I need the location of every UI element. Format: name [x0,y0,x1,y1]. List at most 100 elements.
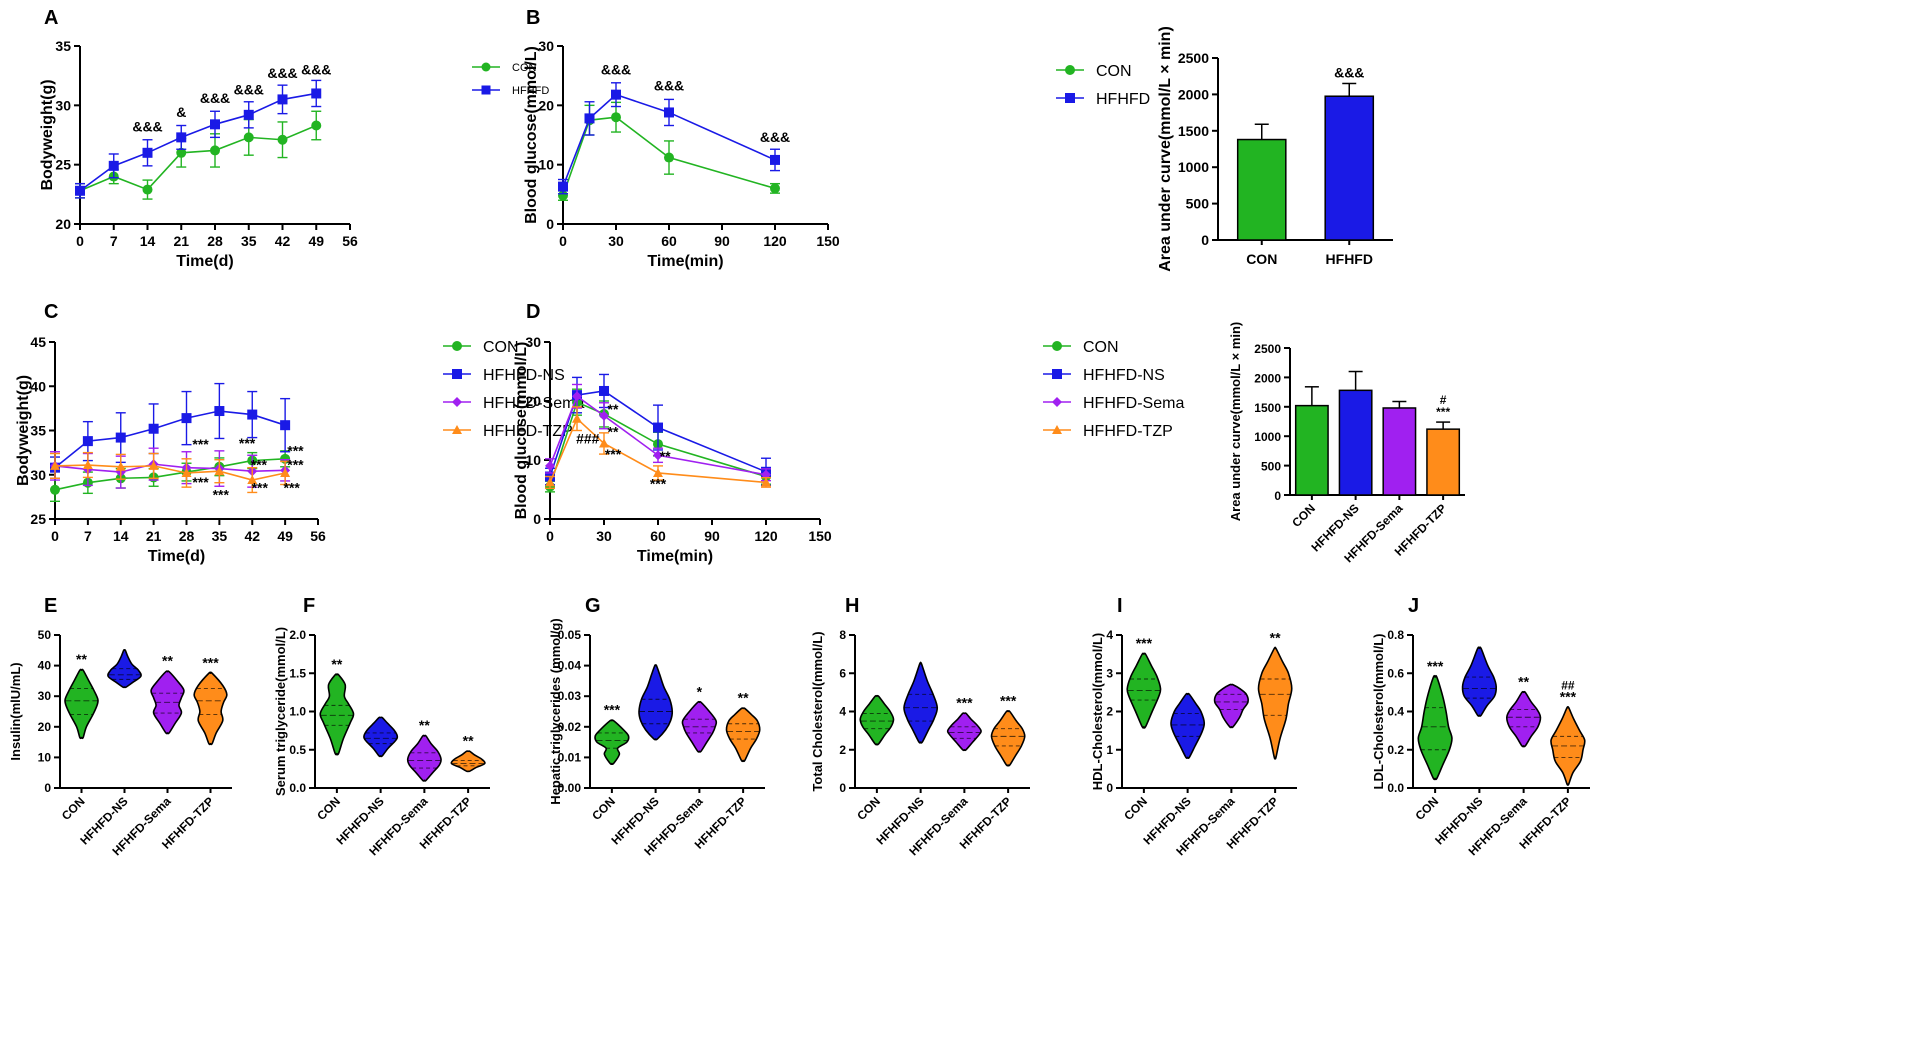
significance-label: # [1440,393,1447,407]
data-point-con [770,183,780,194]
significance-label: *** [287,456,304,472]
y-axis-title: Serum triglyceride(mmol/L) [273,627,288,796]
x-tick-label: 42 [244,528,260,544]
y-tick-label: 0 [533,511,541,527]
data-point-hfhfd-sema [653,450,663,461]
y-axis-title: LDL-Cholesterol(mmol/L) [1371,634,1386,790]
y-tick-label: 2.0 [289,628,306,642]
x-tick-label: 28 [179,528,195,544]
legend-label: CON [1096,63,1132,80]
significance-label: ** [1270,629,1281,645]
significance-label: * [697,683,703,699]
legend-marker [452,369,462,379]
data-point-hfhfd-ns [214,406,225,417]
significance-label: ** [331,656,342,672]
violin-con [859,694,895,746]
data-point-hfhfd [558,181,568,192]
x-tick-label: 42 [275,233,291,249]
significance-label: *** [287,442,304,458]
x-tick-label: 90 [704,528,720,544]
panel-label: A [44,7,58,29]
y-tick-label: 2000 [1254,371,1281,385]
legend-label: HFHFD-NS [1083,367,1165,384]
legend-marker [452,341,462,351]
significance-label: *** [252,479,269,495]
y-tick-label: 3 [1106,666,1113,680]
y-tick-label: 35 [55,38,71,54]
y-tick-label: 0 [1106,781,1113,795]
data-point-hfhfd-sema [572,391,582,402]
violin-hfhfd-tzp [725,707,761,763]
data-point-con [243,132,254,143]
significance-label: ## [1561,679,1575,693]
x-tick-label: 28 [207,233,223,249]
bar-con [1294,404,1329,496]
significance-label: ** [76,651,87,667]
y-tick-label: 4 [839,705,846,719]
violin-hfhfd-ns [1170,692,1206,760]
data-point-hfhfd-ns [148,423,159,434]
legend-label: CON [512,62,537,74]
x-tick-label: 30 [596,528,612,544]
x-axis-title: Time(min) [647,253,723,270]
panel-label: B [526,7,540,29]
y-tick-label: 1500 [1254,401,1281,415]
data-point-con [664,152,674,163]
violin-hfhfd-sema [406,734,442,782]
y-tick-label: 0.8 [1387,628,1404,642]
data-point-hfhfd-ns [115,432,126,443]
series-line-hfhfd-sema [54,463,286,473]
y-tick-label: 20 [525,393,541,409]
y-tick-label: 0.2 [1387,743,1404,757]
x-tick-label: 120 [754,528,778,544]
chart-d1: D 0 30 60 90 120 150 0 10 20 30 Time(min) Blood gluc… [513,301,1184,565]
x-tick-label: 14 [113,528,129,544]
y-tick-label: 1000 [1254,430,1281,444]
significance-label: *** [604,702,621,718]
y-tick-label: 500 [1186,196,1210,212]
violin-hfhfd-tzp [1550,706,1586,786]
y-tick-label: 1 [1106,743,1113,757]
data-point-hfhfd-ns [653,422,663,433]
y-tick-label: 25 [55,157,71,173]
significance-label: ### [576,430,600,446]
y-axis-title: Area under curve(mmol/L × min) [1157,26,1174,272]
y-tick-label: 50 [38,628,52,642]
data-point-con [210,145,220,156]
significance-label: ** [608,401,619,417]
significance-label: &&& [267,65,297,81]
y-axis-title: Blood glucose(mmol/L) [513,342,530,520]
data-point-hfhfd-tzp [181,467,192,477]
violin-con [319,673,355,756]
significance-label: &&& [234,82,264,98]
x-tick-label: 49 [308,233,324,249]
bar-hfhfd-sema [1382,407,1417,496]
y-tick-label: 0 [1274,489,1281,503]
legend-marker [452,425,462,434]
significance-label: *** [202,654,219,670]
data-point-hfhfd-tzp [761,477,771,487]
x-tick-label: 90 [714,233,730,249]
y-tick-label: 0.0 [1387,781,1404,795]
x-tick-label: 30 [608,233,624,249]
significance-label: *** [239,435,256,451]
x-tick-label: CON [854,794,883,823]
violin-con [594,719,630,765]
x-tick-label: 7 [110,233,118,249]
chart-d2: 0 500 1000 1500 2000 2500 Area under curve(mmo… [1228,322,1465,565]
x-tick-label: 56 [310,528,326,544]
violin-hfhfd-tzp [1257,646,1293,760]
data-point-hfhfd-tzp [148,460,159,470]
data-point-hfhfd-tzp [280,467,291,477]
y-tick-label: 0.4 [1387,705,1404,719]
significance-label: &&& [601,61,631,77]
data-point-hfhfd [243,109,254,120]
y-tick-label: 0.0 [289,781,306,795]
significance-label: *** [1436,405,1450,419]
violin-hfhfd-tzp [990,709,1026,767]
legend-label: HFHFD-NS [483,367,565,384]
violin-hfhfd-sema [681,700,718,753]
